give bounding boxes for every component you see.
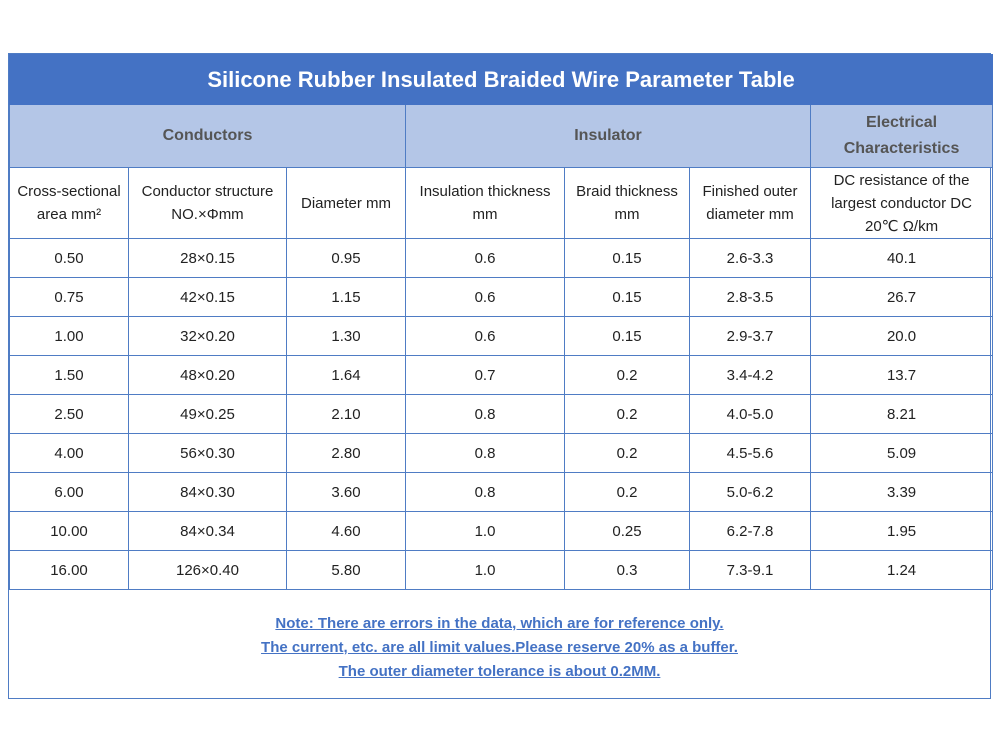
title-row: Silicone Rubber Insulated Braided Wire P… xyxy=(8,54,994,105)
table-cell: 1.15 xyxy=(286,277,406,317)
table-cell: 3.39 xyxy=(809,472,994,512)
table-cell: 16.00 xyxy=(9,550,129,590)
table-row: 4.00 56×0.30 2.80 0.8 0.2 4.5-5.6 5.09 xyxy=(9,433,994,473)
table-cell: 4.5-5.6 xyxy=(689,433,811,473)
table-cell: 1.0 xyxy=(405,511,565,551)
parameter-table-container: Silicone Rubber Insulated Braided Wire P… xyxy=(8,53,994,699)
column-header-row: Cross-sectional area mm² Conductor struc… xyxy=(9,167,994,239)
table-row: 16.00 126×0.40 5.80 1.0 0.3 7.3-9.1 1.24 xyxy=(9,550,994,590)
table-cell: 32×0.20 xyxy=(128,316,287,356)
table-cell: 0.15 xyxy=(564,277,690,317)
parameter-table: Silicone Rubber Insulated Braided Wire P… xyxy=(8,54,994,590)
table-cell: 2.50 xyxy=(9,394,129,434)
table-cell: 1.24 xyxy=(809,550,994,590)
column-header: Insulation thickness mm xyxy=(405,167,565,239)
table-cell: 1.0 xyxy=(405,550,565,590)
table-row: 0.75 42×0.15 1.15 0.6 0.15 2.8-3.5 26.7 xyxy=(9,277,994,317)
table-cell: 2.6-3.3 xyxy=(689,238,811,278)
table-cell: 28×0.15 xyxy=(128,238,287,278)
table-cell: 0.6 xyxy=(405,277,565,317)
note-line: Note: There are errors in the data, whic… xyxy=(275,615,724,632)
table-cell: 0.8 xyxy=(405,472,565,512)
table-title: Silicone Rubber Insulated Braided Wire P… xyxy=(8,54,994,105)
table-cell: 0.2 xyxy=(564,355,690,395)
table-cell: 0.6 xyxy=(405,238,565,278)
table-cell: 2.9-3.7 xyxy=(689,316,811,356)
table-cell: 1.50 xyxy=(9,355,129,395)
table-cell: 0.95 xyxy=(286,238,406,278)
table-cell: 13.7 xyxy=(809,355,994,395)
table-row: 6.00 84×0.30 3.60 0.8 0.2 5.0-6.2 3.39 xyxy=(9,472,994,512)
table-row: 1.00 32×0.20 1.30 0.6 0.15 2.9-3.7 20.0 xyxy=(9,316,994,356)
table-cell: 3.60 xyxy=(286,472,406,512)
table-cell: 0.75 xyxy=(9,277,129,317)
table-cell: 0.50 xyxy=(9,238,129,278)
table-cell: 4.60 xyxy=(286,511,406,551)
table-row: 2.50 49×0.25 2.10 0.8 0.2 4.0-5.0 8.21 xyxy=(9,394,994,434)
table-cell: 0.2 xyxy=(564,394,690,434)
column-header: Finished outer diameter mm xyxy=(689,167,811,239)
column-header: Diameter mm xyxy=(286,167,406,239)
table-cell: 1.30 xyxy=(286,316,406,356)
note-line: The outer diameter tolerance is about 0.… xyxy=(338,663,661,680)
table-cell: 10.00 xyxy=(9,511,129,551)
notes-section: Note: There are errors in the data, whic… xyxy=(9,612,990,684)
table-cell: 6.2-7.8 xyxy=(689,511,811,551)
table-cell: 26.7 xyxy=(809,277,994,317)
table-cell: 1.00 xyxy=(9,316,129,356)
table-cell: 126×0.40 xyxy=(128,550,287,590)
group-insulator: Insulator xyxy=(405,104,811,168)
group-header-row: Conductors Insulator Electrical Characte… xyxy=(9,104,994,168)
table-cell: 20.0 xyxy=(809,316,994,356)
table-cell: 0.25 xyxy=(564,511,690,551)
table-cell: 1.64 xyxy=(286,355,406,395)
table-cell: 40.1 xyxy=(809,238,994,278)
table-row: 1.50 48×0.20 1.64 0.7 0.2 3.4-4.2 13.7 xyxy=(9,355,994,395)
table-cell: 3.4-4.2 xyxy=(689,355,811,395)
table-cell: 2.80 xyxy=(286,433,406,473)
table-cell: 7.3-9.1 xyxy=(689,550,811,590)
table-cell: 4.00 xyxy=(9,433,129,473)
table-cell: 0.8 xyxy=(405,394,565,434)
table-cell: 0.3 xyxy=(564,550,690,590)
table-cell: 0.7 xyxy=(405,355,565,395)
table-cell: 49×0.25 xyxy=(128,394,287,434)
note-line: The current, etc. are all limit values.P… xyxy=(261,639,738,656)
table-cell: 42×0.15 xyxy=(128,277,287,317)
table-row: 0.50 28×0.15 0.95 0.6 0.15 2.6-3.3 40.1 xyxy=(9,238,994,278)
table-cell: 4.0-5.0 xyxy=(689,394,811,434)
table-cell: 0.8 xyxy=(405,433,565,473)
table-cell: 1.95 xyxy=(809,511,994,551)
table-cell: 2.10 xyxy=(286,394,406,434)
column-header: Conductor structure NO.×Φmm xyxy=(128,167,287,239)
table-cell: 2.8-3.5 xyxy=(689,277,811,317)
table-cell: 0.6 xyxy=(405,316,565,356)
table-cell: 48×0.20 xyxy=(128,355,287,395)
column-header: Braid thickness mm xyxy=(564,167,690,239)
column-header: Cross-sectional area mm² xyxy=(9,167,129,239)
table-cell: 56×0.30 xyxy=(128,433,287,473)
table-cell: 84×0.30 xyxy=(128,472,287,512)
table-cell: 8.21 xyxy=(809,394,994,434)
table-cell: 84×0.34 xyxy=(128,511,287,551)
group-conductors: Conductors xyxy=(9,104,406,168)
table-cell: 0.15 xyxy=(564,238,690,278)
table-cell: 0.2 xyxy=(564,433,690,473)
table-cell: 5.0-6.2 xyxy=(689,472,811,512)
table-cell: 0.15 xyxy=(564,316,690,356)
table-cell: 0.2 xyxy=(564,472,690,512)
column-header: DC resistance of the largest conductor D… xyxy=(809,167,994,239)
table-row: 10.00 84×0.34 4.60 1.0 0.25 6.2-7.8 1.95 xyxy=(9,511,994,551)
table-cell: 6.00 xyxy=(9,472,129,512)
table-cell: 5.09 xyxy=(809,433,994,473)
table-body: 0.50 28×0.15 0.95 0.6 0.15 2.6-3.3 40.1 0.75 42×… xyxy=(9,238,994,590)
group-electrical: Electrical Characteristics xyxy=(809,104,994,168)
table-cell: 5.80 xyxy=(286,550,406,590)
